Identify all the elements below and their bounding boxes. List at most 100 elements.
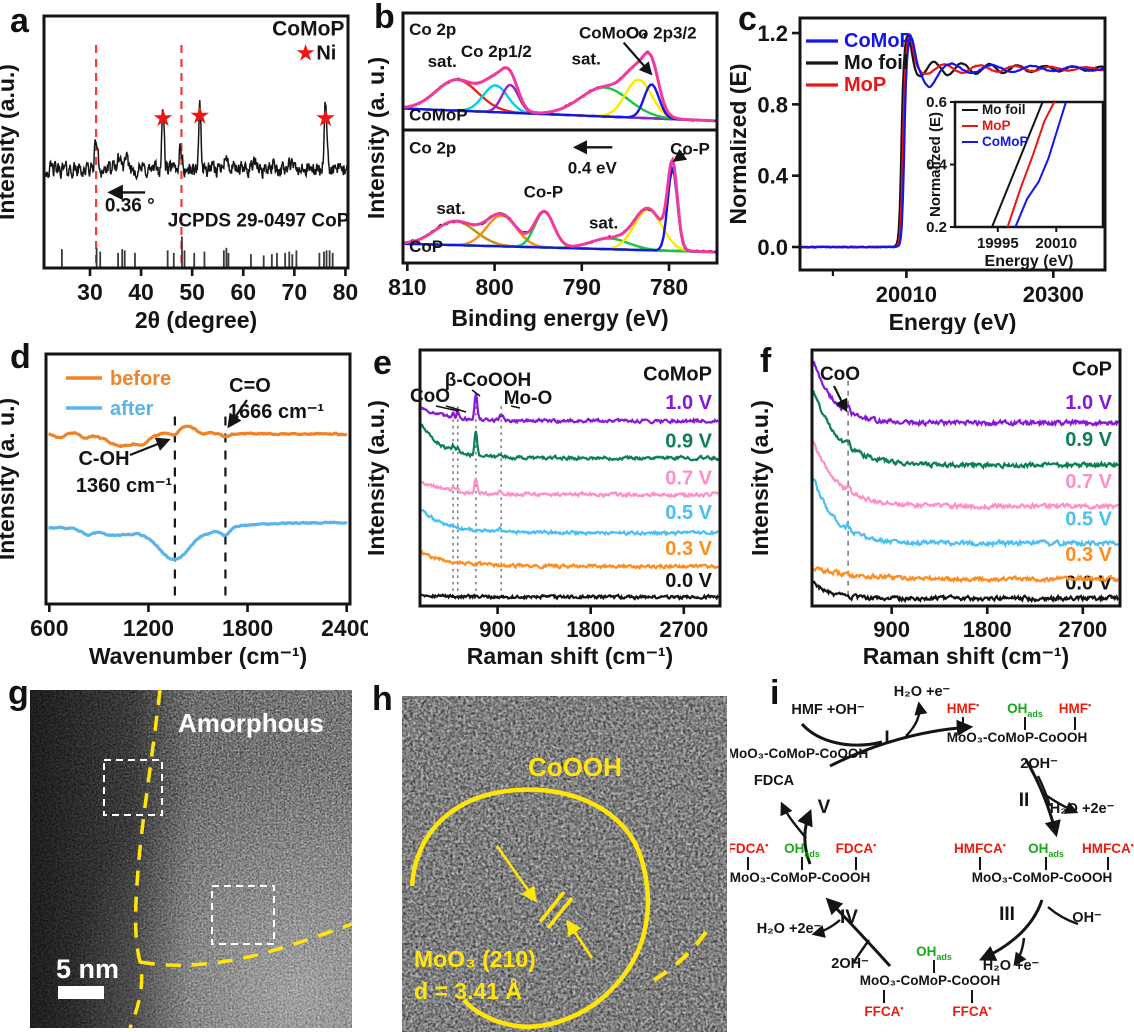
raman-trace-0.3 V [812,566,1120,584]
cycle-adsorbate: FDCA• [836,840,877,856]
x-axis-label: Raman shift (cm⁻¹) [467,643,673,669]
xps-component [403,165,716,254]
shift-value-label: 0.36 ° [105,195,155,216]
x-tick-label: 60 [230,279,256,305]
plot-border [401,128,719,265]
d-spacing-label: d = 3.41 Å [414,978,523,1004]
raman-trace-0.0 V [813,580,1120,604]
x-tick-label: 1800 [566,617,615,642]
cycle-arrow [825,897,892,968]
raman-trace-0.0 V [420,593,720,601]
voltage-label: 1.0 V [1065,392,1112,414]
raman-trace-0.9 V [812,390,1119,470]
x-tick-label: 2700 [659,617,708,642]
peak-label: Mo-O [504,388,553,409]
cycle-arrow [979,899,1044,961]
y-tick-label: 0.4 [757,164,788,189]
roi-box-1 [103,759,163,816]
cycle-arrow [1024,759,1061,838]
cycle-reagent-product: FDCA [754,773,795,789]
x-tick-label: 600 [30,615,68,641]
assignment-arrow [622,41,653,76]
tem-g-shading-right [30,690,352,1028]
xps-annotation: Co 2p3/2 [626,23,697,42]
cycle-reagent-out1: H₂O +e⁻ [894,684,951,700]
panel-letter-a: a [10,2,29,40]
cycle-adsorbate: OHads [1028,841,1064,859]
panel-letter-c: c [738,0,757,38]
cycle-step-label: I [884,728,889,749]
raman-cop-chart: 0.0 V 0.3 V 0.5 V 0.7 V 0.9 V 1.0 V CoP CoO 900 1… [747,348,1122,669]
co-arrow [227,399,248,429]
xps-component [403,83,716,122]
cycle-adsorbate: OHads [1007,701,1043,719]
plot-border [42,14,350,270]
x-tick-label: 900 [873,617,910,642]
inset-curve-MoP [1006,102,1056,227]
cycle-reagent-out2: H₂O +2e⁻ [1050,801,1115,817]
panel-b-xps: b Co 2p sat. Co 2p1/2 sat. CoMoO₄ Co 2p3/2 CoM… [368,0,730,334]
inset-y-tick: 0.2 [926,219,947,236]
lattice-fringe-mark-1 [538,890,566,924]
voltage-label: 0.3 V [665,538,712,560]
cycle-reagent-out4: H₂O +2e⁻ [757,921,822,937]
x-tick-label: 80 [333,279,359,305]
y-tick-label: 0.0 [757,235,788,260]
cycle-catalyst: MoO₃-CoMoP-CoOOH [947,730,1087,745]
peak-connector-line [471,389,481,397]
peak-label: CoO [820,364,860,385]
cycle-adsorbate: HMFCA• [1082,840,1134,856]
panel-c-xanes: c 0.0 0.4 0.8 1.2 20010 20300 Energy (eV) Norma… [730,0,1134,334]
cycle-arrow [829,719,974,768]
cycle-arrow [1043,793,1079,814]
panel-letter-g: g [8,674,29,712]
cycle-arrow [852,939,870,963]
panel-letter-h: h [372,680,393,718]
panel-letter-i: i [770,674,780,712]
cycle-step-label: V [818,797,831,818]
roi-box-2 [211,885,275,945]
x-tick-label: 70 [282,279,308,305]
cycle-reagent-in1: HMF +OH⁻ [791,702,865,718]
y-axis-label: Intensity (a.u.) [368,400,389,556]
sample-label: CoP [1072,359,1112,381]
cycle-adsorbate: OHads [784,841,820,859]
inset-y-tick: 0.4 [926,157,948,174]
sample-label: CoMoP [272,18,344,41]
cycle-arrow [1013,937,1027,967]
voltage-label: 1.0 V [665,392,712,414]
y-tick-label: 0.8 [757,92,788,117]
legend-label: CoMoP [844,30,913,52]
amorphous-label: Amorphous [178,708,324,738]
voltage-label: 0.7 V [665,467,712,489]
raman-trace-0.7 V [420,476,719,499]
panel-letter-e: e [373,344,392,382]
assignment-arrow [672,148,688,162]
x-tick-label: 800 [475,274,513,300]
reaction-cycle-diagram: HMF +OH⁻ H₂O +e⁻ 2OH⁻ H₂O +2e⁻ OH⁻ H₂O +e⁻ 2OH… [730,684,1134,1019]
x-tick-label: 1800 [963,617,1012,642]
cycle-reagent-in3: OH⁻ [1072,910,1102,926]
legend-label: Ni [316,43,336,65]
cycle-arrow [811,919,841,938]
cycle-reagent-out3: H₂O +e⁻ [983,958,1040,974]
voltage-label: 0.5 V [665,502,712,524]
cycle-catalyst: MoO₃-CoMoP-CoOOH [730,870,870,885]
xrd-trace [44,100,348,181]
inset-y-axis-label: Normalized (E) [927,112,944,217]
inset-x-tick: 20010 [1035,235,1077,252]
scale-bar-label: 5 nm [56,954,120,984]
cycle-arrow [1047,906,1079,926]
x-tick-label: 900 [479,617,516,642]
cycle-arrow [780,801,807,839]
coh-annotation: C-OH [78,448,129,470]
panel-letter-b: b [374,0,395,36]
y-axis-label: Normalized (E) [730,63,751,224]
raman-trace-0.3 V [420,549,720,571]
panel-a-xrd: a ★ ★ ★ CoMoP ★ Ni 0.36 ° JCPDS 29-0497 CoP 30 40… [0,0,368,334]
raman-comop-chart: 0.0 V0.3 V0.5 V0.7 V0.9 V1.0 VCoMoPCoOβ-… [368,348,722,669]
raman-trace-0.5 V [421,509,719,537]
xps-annotation: sat. [436,199,465,218]
panel-g-tem: g [0,670,356,1032]
